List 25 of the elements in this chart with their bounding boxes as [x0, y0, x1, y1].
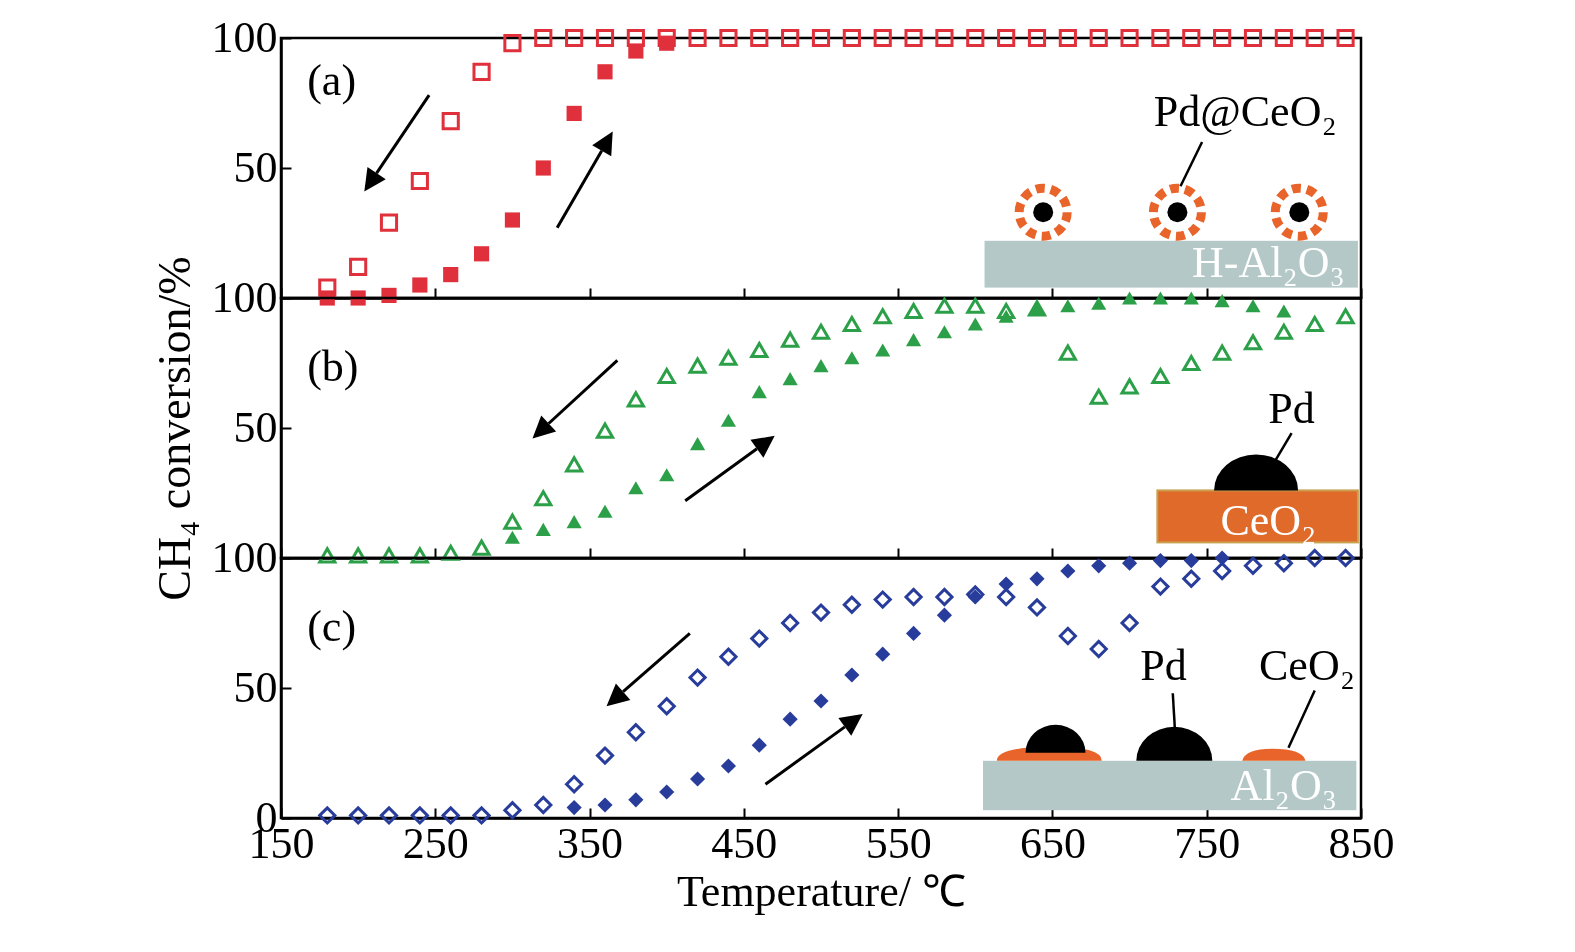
y-tick-label: 100 [211, 12, 278, 62]
y-tick-label: 50 [233, 142, 278, 192]
annotation: Pd@CeO₂ [1153, 87, 1337, 137]
x-tick-label: 250 [402, 818, 469, 868]
y-tick-label: 50 [233, 662, 278, 712]
y-tick-label: 100 [211, 272, 278, 322]
annotation: Al₂O₃ [1230, 760, 1338, 810]
annotation: (a) [307, 56, 357, 106]
x-tick-label: 750 [1174, 818, 1241, 868]
x-tick-label: 850 [1328, 818, 1395, 868]
y-tick-label: 50 [233, 402, 278, 452]
y-tick-label: 100 [211, 532, 278, 582]
annotation: (b) [307, 342, 359, 392]
annotation: H-Al₂O₃ [1191, 238, 1345, 288]
annotation: CeO₂ [1259, 641, 1355, 691]
annotation: Pd [1268, 383, 1315, 433]
y-axis-title: CH₄ conversion/% [148, 256, 200, 601]
annotation: Pd [1140, 641, 1187, 691]
annotation: CeO₂ [1220, 495, 1317, 545]
x-tick-label: 350 [557, 818, 624, 868]
x-tick-label: 650 [1019, 818, 1086, 868]
x-tick-label: 450 [711, 818, 778, 868]
annotation: (c) [307, 602, 357, 652]
x-axis-title: Temperature/ ℃ [677, 866, 966, 916]
x-tick-label: 550 [865, 818, 932, 868]
